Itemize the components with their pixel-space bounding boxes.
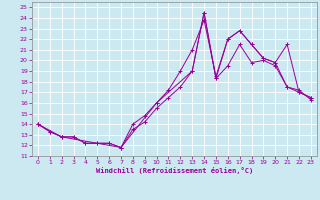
X-axis label: Windchill (Refroidissement éolien,°C): Windchill (Refroidissement éolien,°C) (96, 167, 253, 174)
